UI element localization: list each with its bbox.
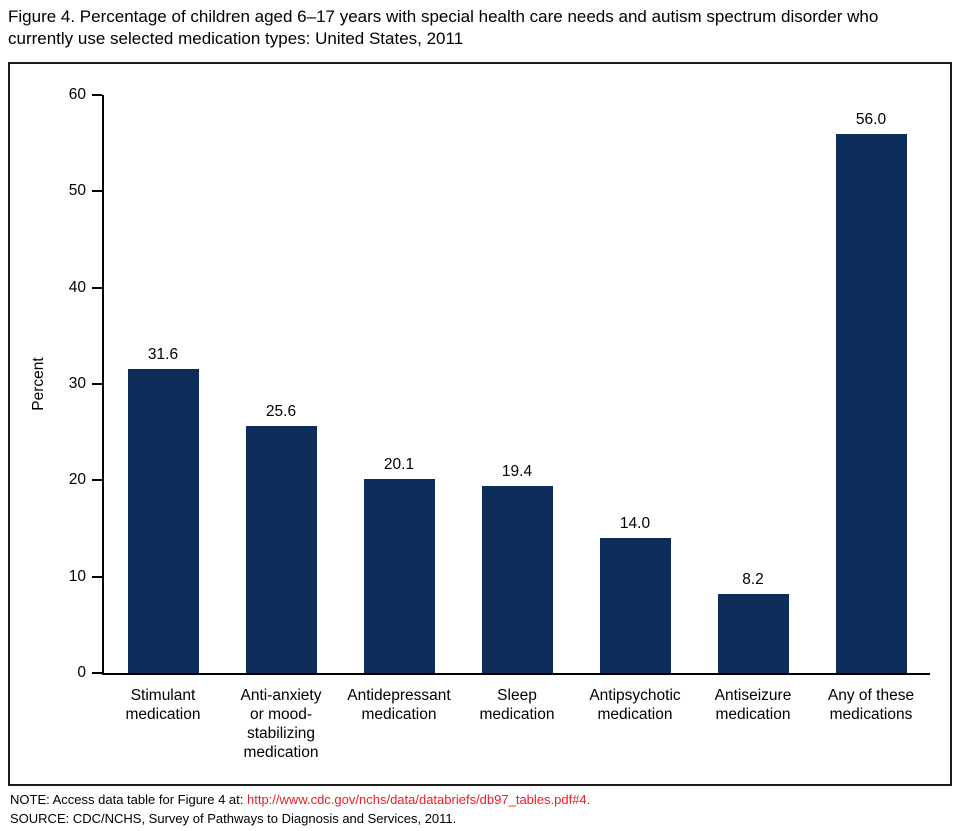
bar — [599, 538, 671, 673]
y-tick — [92, 575, 102, 578]
y-tick-label: 0 — [77, 664, 86, 681]
figure-title: Figure 4. Percentage of children aged 6–… — [8, 7, 879, 48]
bar — [717, 594, 789, 673]
bar — [363, 479, 435, 673]
x-category-label: Sleep medication — [479, 687, 555, 723]
bar-value-label: 20.1 — [383, 456, 415, 474]
bar-value-label: 25.6 — [265, 403, 297, 421]
bar-value-label: 56.0 — [855, 110, 887, 128]
y-tick-label: 60 — [68, 86, 86, 103]
y-tick — [92, 479, 102, 482]
x-category-label: Antidepressant medication — [347, 687, 451, 723]
y-tick — [92, 190, 102, 193]
y-tick — [92, 94, 102, 96]
y-tick-label: 10 — [68, 567, 86, 585]
x-category-label: Any of these medications — [827, 687, 915, 723]
y-tick-label: 30 — [68, 375, 86, 392]
x-category-label: Anti-anxiety or mood- stabilizing medica… — [240, 687, 322, 761]
bar-value-label: 14.0 — [619, 515, 651, 533]
bar — [835, 133, 907, 673]
source-text: SOURCE: CDC/NCHS, Survey of Pathways to … — [10, 811, 457, 826]
y-tick-label: 20 — [68, 471, 86, 489]
y-tick-label: 50 — [68, 182, 86, 200]
bar — [127, 368, 199, 673]
y-tick — [92, 672, 102, 674]
note-text: NOTE: Access data table for Figure 4 at:… — [10, 790, 950, 809]
footnotes: NOTE: Access data table for Figure 4 at:… — [10, 790, 950, 828]
x-category-label: Stimulant medication — [125, 687, 201, 723]
note-prefix: NOTE: Access data table for Figure 4 at: — [10, 792, 247, 807]
x-category-label: Antipsychotic medication — [589, 687, 681, 723]
bar — [481, 486, 553, 673]
bar-value-label: 19.4 — [501, 463, 533, 481]
bar-value-label: 8.2 — [742, 571, 764, 589]
x-category-label: Antiseizure medication — [714, 687, 792, 723]
y-tick — [92, 286, 102, 289]
bar-value-label: 31.6 — [147, 345, 179, 363]
y-tick-label: 40 — [68, 278, 86, 296]
plot-area: 0 10 20 30 40 50 60 31.6 Stimulant medication 25.… — [69, 86, 930, 761]
bar — [245, 426, 317, 673]
data-table-link[interactable]: http://www.cdc.gov/nchs/data/databriefs/… — [247, 792, 591, 807]
chart-panel: Percent 0 10 20 30 40 50 60 31.6 Stimulant medic… — [8, 62, 952, 786]
y-tick — [92, 383, 102, 385]
